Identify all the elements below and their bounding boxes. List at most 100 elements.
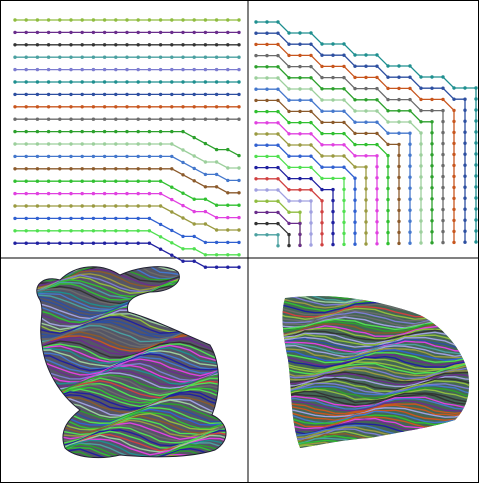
vertex bbox=[69, 118, 72, 121]
vertex bbox=[309, 143, 312, 146]
vertex bbox=[47, 242, 50, 245]
vertex bbox=[265, 200, 268, 203]
vertex bbox=[276, 43, 279, 46]
vertex bbox=[441, 230, 444, 233]
vertex bbox=[298, 31, 301, 34]
vertex bbox=[276, 132, 279, 135]
vertex bbox=[193, 154, 196, 157]
vertex bbox=[463, 86, 466, 89]
vertex bbox=[287, 87, 290, 90]
vertex bbox=[430, 153, 433, 156]
vertex bbox=[114, 56, 117, 59]
vertex bbox=[204, 31, 207, 34]
vertex bbox=[353, 65, 356, 68]
vertex bbox=[204, 68, 207, 71]
vertex bbox=[215, 253, 218, 256]
vertex bbox=[265, 110, 268, 113]
vertex bbox=[193, 68, 196, 71]
vertex bbox=[69, 229, 72, 232]
vertex bbox=[92, 180, 95, 183]
vertex bbox=[408, 87, 411, 90]
vertex bbox=[81, 31, 84, 34]
vertex bbox=[92, 130, 95, 133]
vertex bbox=[298, 199, 301, 202]
vertex bbox=[408, 132, 411, 135]
vertex bbox=[276, 99, 279, 102]
vertex bbox=[103, 56, 106, 59]
vertex bbox=[287, 244, 290, 247]
vertex bbox=[226, 56, 229, 59]
vertex bbox=[441, 98, 444, 101]
vertex bbox=[237, 154, 240, 157]
vertex bbox=[159, 192, 162, 195]
vertex bbox=[25, 68, 28, 71]
vertex bbox=[125, 80, 128, 83]
vertex bbox=[181, 130, 184, 133]
vertex bbox=[276, 177, 279, 180]
vertex bbox=[170, 43, 173, 46]
vertex bbox=[320, 87, 323, 90]
vertex bbox=[386, 165, 389, 168]
vertex bbox=[215, 241, 218, 244]
vertex bbox=[148, 167, 151, 170]
vertex bbox=[298, 222, 301, 225]
vertex bbox=[69, 204, 72, 207]
vertex bbox=[309, 54, 312, 57]
vertex bbox=[320, 232, 323, 235]
vertex bbox=[397, 220, 400, 223]
vertex bbox=[13, 105, 16, 108]
vertex bbox=[13, 68, 16, 71]
vertex bbox=[170, 118, 173, 121]
vertex bbox=[397, 132, 400, 135]
vertex bbox=[204, 105, 207, 108]
vertex bbox=[148, 155, 151, 158]
vertex bbox=[331, 132, 334, 135]
vertex bbox=[287, 211, 290, 214]
vertex bbox=[386, 242, 389, 245]
vertex bbox=[58, 18, 61, 21]
vertex bbox=[36, 105, 39, 108]
vertex bbox=[386, 120, 389, 123]
vertex bbox=[375, 132, 378, 135]
vertex bbox=[81, 155, 84, 158]
vertex bbox=[386, 76, 389, 79]
vertex bbox=[181, 260, 184, 263]
vertex bbox=[353, 210, 356, 213]
vertex bbox=[309, 121, 312, 124]
vertex bbox=[463, 164, 466, 167]
vertex bbox=[287, 31, 290, 34]
vertex bbox=[364, 198, 367, 201]
vertex bbox=[148, 56, 151, 59]
vertex bbox=[69, 180, 72, 183]
vertex bbox=[25, 130, 28, 133]
vertex bbox=[159, 142, 162, 145]
vertex bbox=[276, 200, 279, 203]
vertex bbox=[181, 161, 184, 164]
vertex bbox=[419, 208, 422, 211]
vertex bbox=[103, 130, 106, 133]
vertex bbox=[13, 217, 16, 220]
vertex bbox=[137, 43, 140, 46]
vertex bbox=[193, 198, 196, 201]
vertex bbox=[159, 167, 162, 170]
vertex bbox=[137, 192, 140, 195]
vertex bbox=[13, 229, 16, 232]
vertex bbox=[36, 242, 39, 245]
vertex bbox=[276, 32, 279, 35]
vertex bbox=[193, 31, 196, 34]
vertex bbox=[25, 18, 28, 21]
vertex bbox=[342, 143, 345, 146]
vertex bbox=[375, 220, 378, 223]
vertex bbox=[320, 166, 323, 169]
vertex bbox=[170, 198, 173, 201]
vertex bbox=[148, 43, 151, 46]
vertex bbox=[254, 99, 257, 102]
vertex bbox=[81, 56, 84, 59]
vertex bbox=[58, 242, 61, 245]
vertex bbox=[226, 228, 229, 231]
vertex bbox=[309, 87, 312, 90]
vertex bbox=[215, 160, 218, 163]
vertex bbox=[103, 80, 106, 83]
vertex bbox=[397, 76, 400, 79]
vertex bbox=[298, 244, 301, 247]
